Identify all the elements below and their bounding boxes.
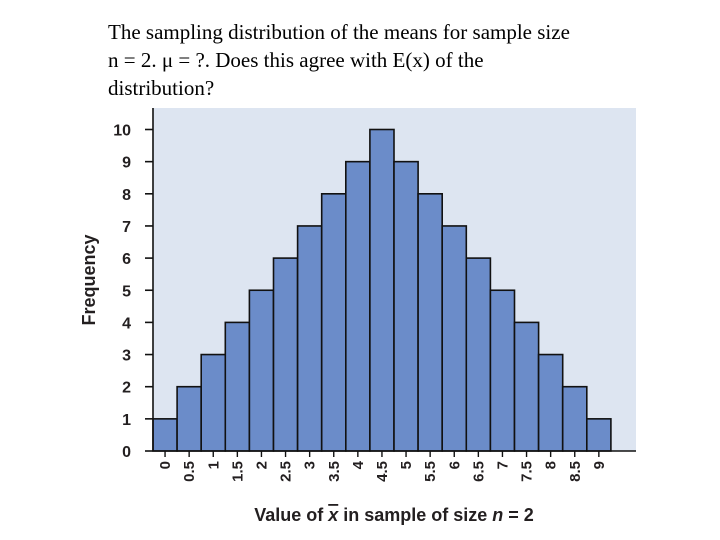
- bar-6.5: [465, 257, 492, 452]
- bar-5: [393, 160, 419, 452]
- bar-3.5: [320, 193, 347, 452]
- x-tick-label: 8.5: [567, 461, 584, 482]
- x-tick-label: 2.5: [278, 461, 295, 482]
- bar-8.5: [561, 385, 588, 452]
- bar-9: [585, 418, 612, 452]
- x-title-part-2: in sample of size: [338, 505, 492, 525]
- question-line-2: n = 2. μ = ?. Does this agree with E(x) …: [108, 48, 484, 72]
- x-tick-label: 5.5: [422, 461, 439, 482]
- y-tick-label: 10: [113, 123, 131, 140]
- y-tick-label: 5: [122, 283, 131, 300]
- histogram-bars: [152, 128, 612, 452]
- x-tick-label: 4.5: [374, 461, 391, 482]
- bar-0: [152, 418, 178, 452]
- x-tick-label: 5: [398, 461, 415, 469]
- x-tick-label: 6.5: [470, 461, 487, 482]
- bar-4.5: [369, 128, 395, 452]
- y-tick-label: 3: [122, 348, 131, 365]
- bar-1: [200, 353, 227, 452]
- bar-2: [248, 289, 275, 452]
- bar-2.5: [272, 257, 299, 452]
- x-tick-label: 0.5: [181, 461, 198, 482]
- x-tick-label: 6: [446, 461, 463, 469]
- y-tick-label: 9: [122, 155, 131, 172]
- question-line-3: distribution?: [108, 76, 215, 100]
- x-title-part-3: = 2: [503, 505, 534, 525]
- bar-1.5: [224, 321, 251, 452]
- bar-7: [489, 289, 516, 452]
- bar-8: [537, 353, 564, 452]
- bar-0.5: [176, 385, 203, 452]
- slide-question-text: The sampling distribution of the means f…: [108, 18, 668, 102]
- y-tick-label: 6: [122, 251, 131, 268]
- x-tick-label: 4: [350, 460, 367, 469]
- x-title-part-1: Value of: [254, 505, 328, 525]
- y-tick-label: 8: [122, 187, 131, 204]
- x-tick-label: 3: [302, 461, 319, 469]
- y-tick-label: 1: [122, 412, 131, 429]
- bar-6: [441, 225, 468, 452]
- y-tick-label: 0: [122, 444, 131, 461]
- y-tick-label: 7: [122, 219, 131, 236]
- bar-3: [296, 225, 323, 452]
- x-tick-label: 3.5: [326, 461, 343, 482]
- x-tick-label: 1: [205, 461, 222, 469]
- y-axis-title: Frequency: [79, 234, 99, 325]
- x-title-n: n: [492, 505, 503, 525]
- x-tick-label: 7: [495, 461, 512, 469]
- y-tick-label: 2: [122, 380, 131, 397]
- x-axis-title: Value of x in sample of size n = 2: [254, 505, 534, 525]
- y-tick-label: 4: [122, 315, 131, 332]
- x-tick-label: 7.5: [519, 461, 536, 482]
- question-line-1: The sampling distribution of the means f…: [108, 20, 570, 44]
- x-tick-label: 0: [157, 461, 174, 469]
- bar-5.5: [417, 193, 444, 452]
- x-tick-label: 9: [591, 461, 608, 469]
- bar-7.5: [513, 321, 540, 452]
- x-axis: 0 0.5 1 1.5 2 2.5 3 3.5 4 4.5 5 5.5 6 6.5 7 7.5 8 8.5 9: [153, 450, 636, 482]
- x-tick-label: 8: [543, 461, 560, 469]
- bar-4: [344, 160, 371, 452]
- x-tick-label: 1.5: [229, 461, 246, 482]
- x-tick-label: 2: [253, 461, 270, 469]
- x-title-xbar: x: [327, 505, 339, 525]
- y-axis: 0 1 2 3 4 5 6 7 8 9 10: [113, 108, 154, 461]
